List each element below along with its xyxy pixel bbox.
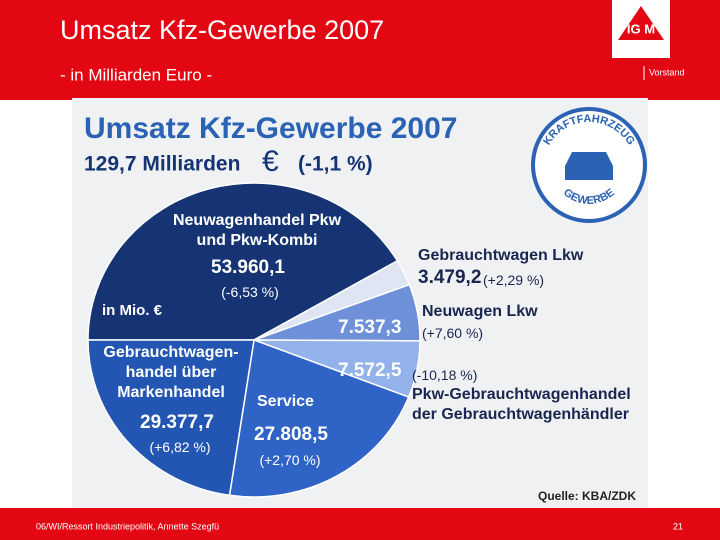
slice-label: Neuwagenhandel Pkw und Pkw-Kombi [172, 212, 342, 249]
slice-label: Service [257, 393, 314, 410]
pie-slice [228, 338, 410, 498]
value-label: 7.572,5 [338, 360, 402, 381]
slide-title: Umsatz Kfz-Gewerbe 2007 [60, 15, 384, 45]
slice-label: Pkw-Gebrauchtwagenhandel der Gebrauchtwa… [412, 386, 631, 423]
slice-label: Gebrauchtwagen Lkw [418, 247, 584, 264]
footer-band [0, 508, 720, 540]
slide-subtitle: - in Milliarden Euro - [60, 65, 212, 84]
value-label: 29.377,7 [140, 412, 214, 433]
change-label: (+2,29 %) [483, 272, 545, 288]
logo-text: IG M [627, 21, 655, 36]
total-change: (-1,1 %) [298, 153, 373, 176]
value-label: 53.960,1 [211, 257, 285, 278]
slice-label: Neuwagen Lkw [422, 303, 538, 320]
badge-bottom-text: GEWERBE [561, 187, 617, 208]
chart-title: Umsatz Kfz-Gewerbe 2007 [84, 112, 457, 145]
logo-shape [618, 6, 664, 40]
slice-label: Gebrauchtwagen­handel über Markenhandel [103, 344, 239, 401]
pie-slice [87, 339, 255, 497]
total: 129,7 Milliarden [84, 153, 240, 176]
change-label: (-6,53 %) [221, 284, 279, 300]
unit-label: in Mio. € [102, 302, 162, 319]
value-label: 27.808,5 [254, 424, 328, 445]
value-label: 3.479,2 [418, 267, 482, 288]
pie-slice [87, 182, 399, 341]
header-band [0, 0, 720, 100]
footer-text: 06/WI/Ressort Industriepolitik, Annette … [36, 521, 219, 531]
page-number: 21 [673, 521, 683, 531]
value-label: 7.537,3 [338, 317, 402, 338]
change-label: (+7,60 %) [422, 325, 484, 341]
source: Quelle: KBA/ZDK [538, 489, 636, 503]
badge-bottom: GEWERBE [561, 187, 617, 208]
change-label: (-10,18 %) [412, 367, 478, 383]
currency: € [262, 145, 279, 178]
change-label: (+2,70 %) [259, 452, 321, 468]
org-name: Vorstand [649, 67, 685, 77]
badge-car [565, 152, 613, 180]
change-label: (+6,82 %) [149, 439, 211, 455]
